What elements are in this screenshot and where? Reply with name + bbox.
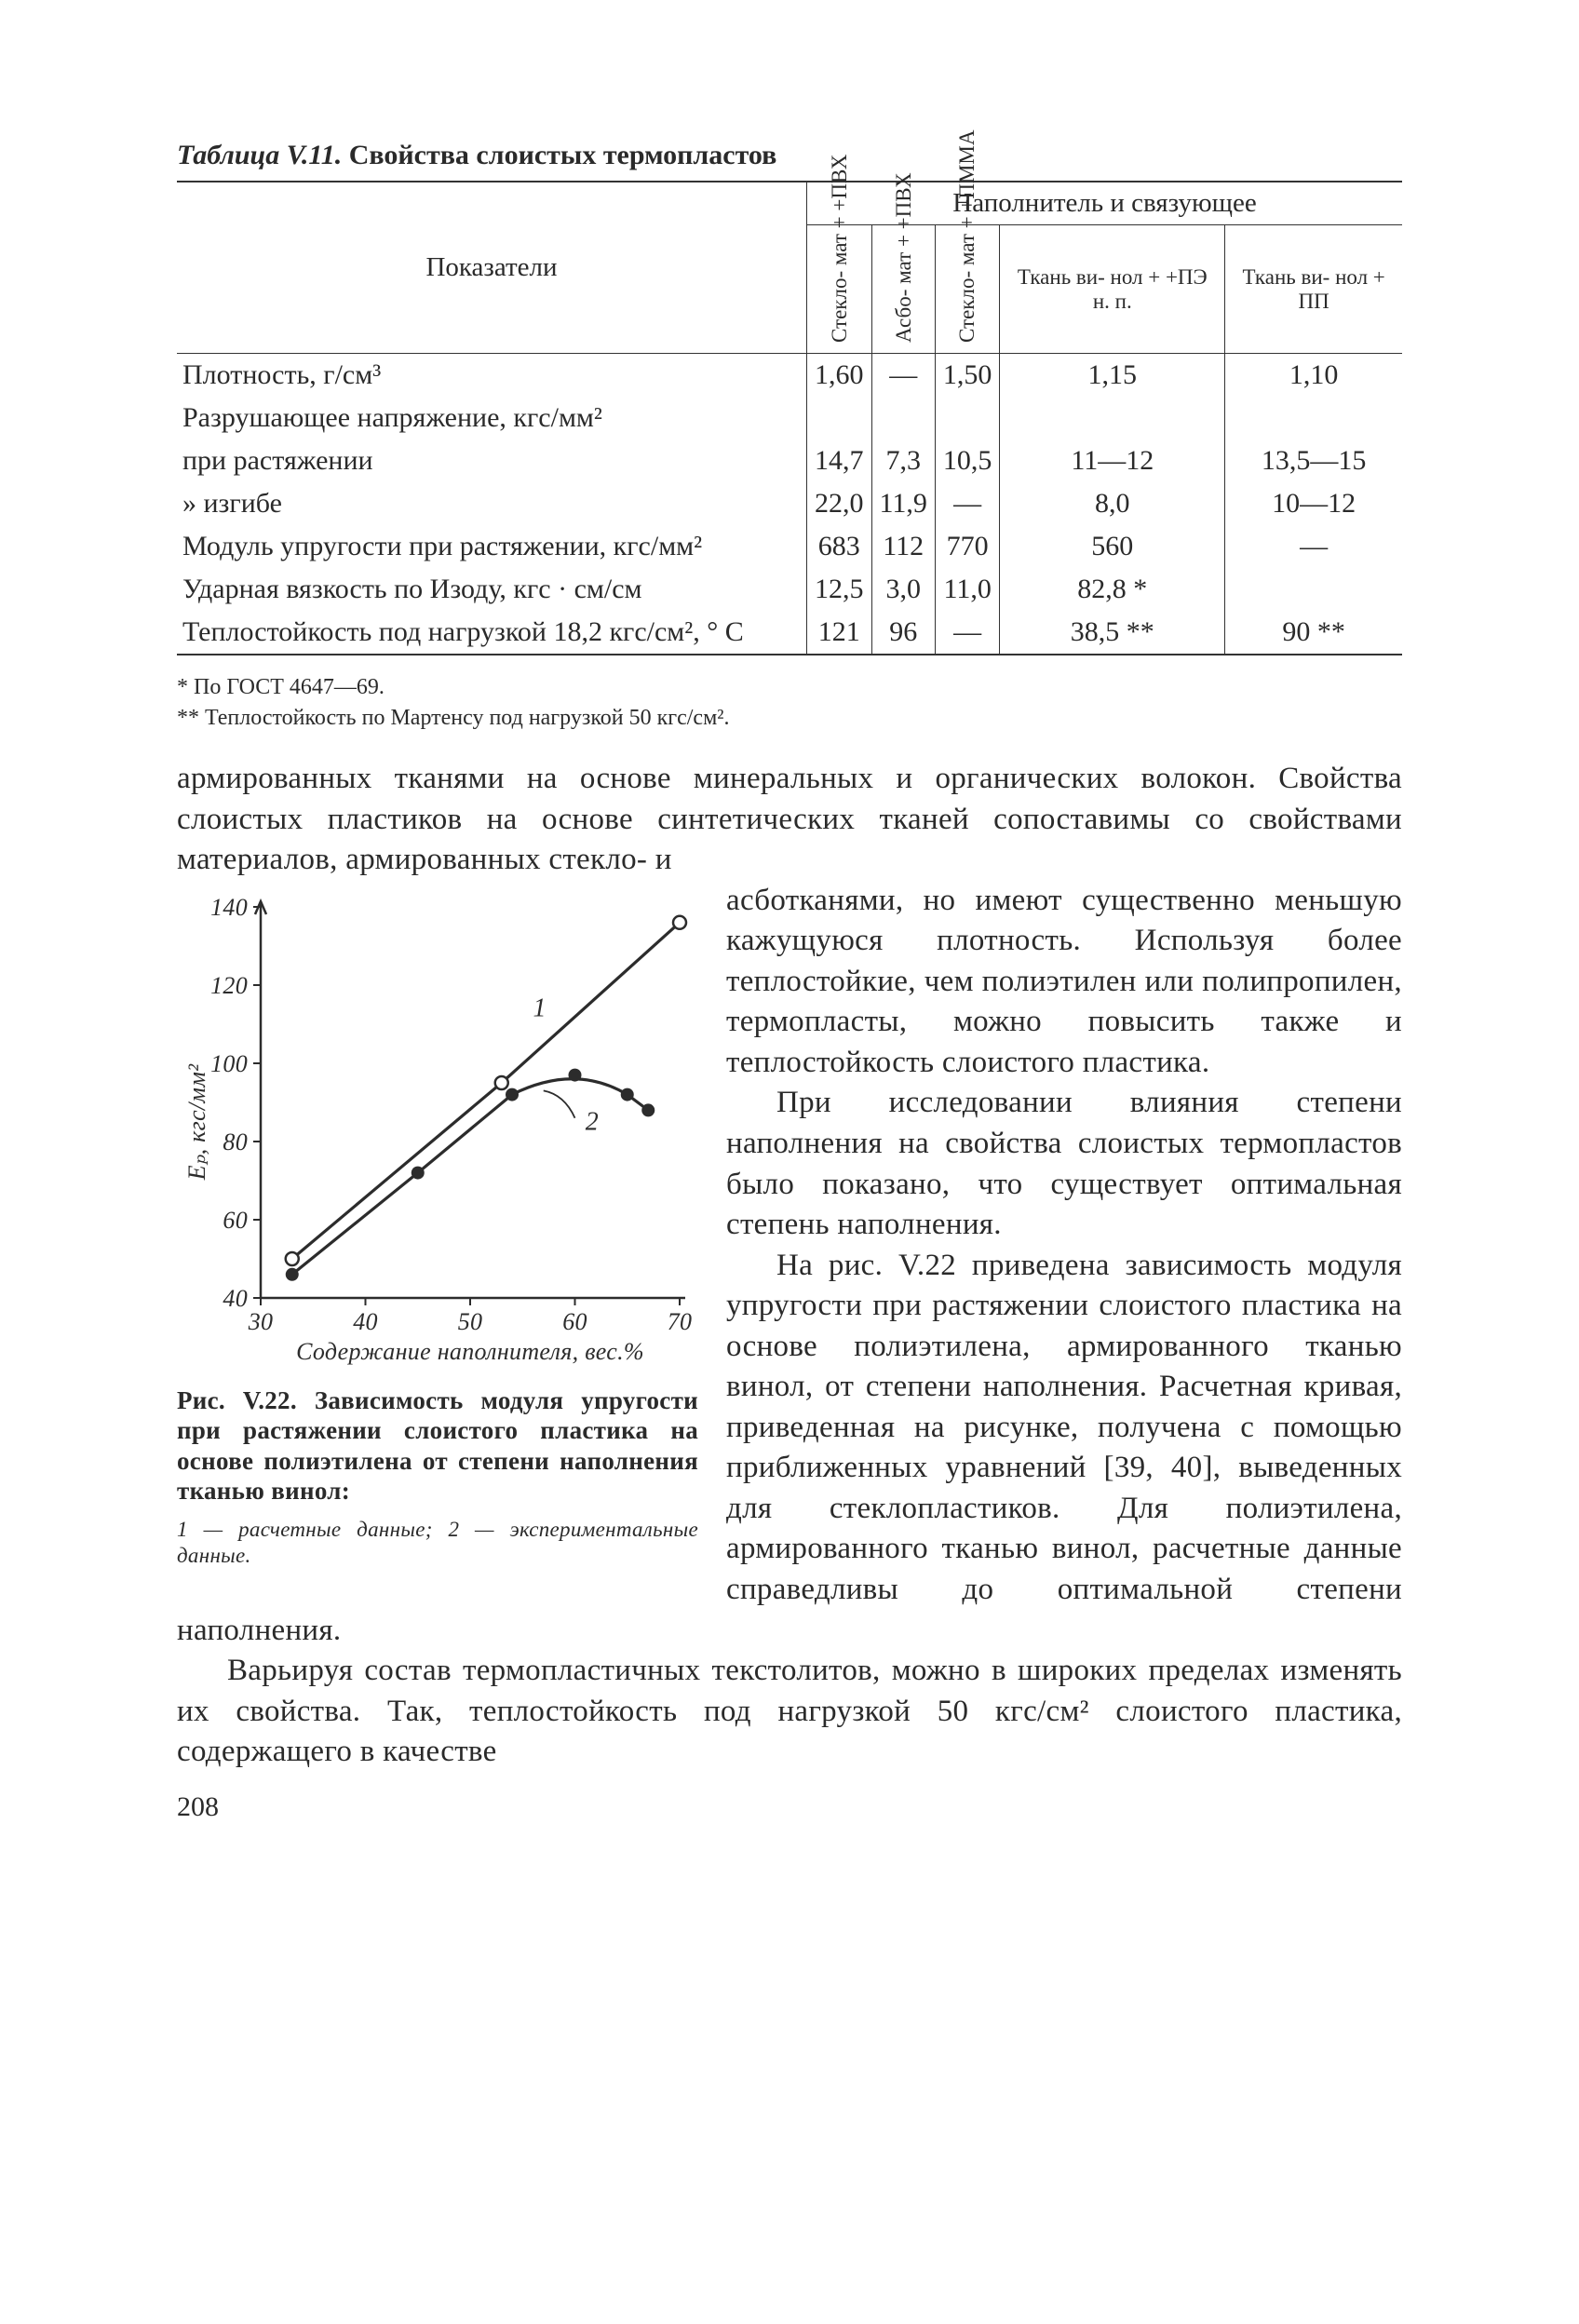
cell: 11,9 (871, 482, 935, 525)
cell: 96 (871, 611, 935, 654)
chart-svg: 4060801001201403040506070Eₚ, кгс/мм²Соде… (177, 888, 698, 1372)
cell (807, 397, 872, 439)
paragraph-4: Варьируя состав термопластичных текстоли… (177, 1651, 1402, 1773)
svg-text:80: 80 (223, 1128, 248, 1155)
cell: 3,0 (871, 568, 935, 611)
cell: 90 ** (1225, 611, 1402, 654)
cell: 14,7 (807, 439, 872, 482)
svg-text:70: 70 (668, 1308, 693, 1335)
cell: 1,50 (935, 354, 1000, 398)
cell: 8,0 (1000, 482, 1225, 525)
cell (1000, 397, 1225, 439)
row-label: Ударная вязкость по Изоду, кгс · см/см (177, 568, 807, 611)
table-footnotes: * По ГОСТ 4647—69. ** Теплостойкость по … (177, 672, 1402, 733)
figure-number: Рис. V.22. (177, 1386, 297, 1414)
svg-text:60: 60 (223, 1207, 248, 1234)
cell: 10,5 (935, 439, 1000, 482)
cell (1225, 568, 1402, 611)
svg-text:30: 30 (248, 1308, 274, 1335)
cell: 1,15 (1000, 354, 1225, 398)
paragraph-1-start: армированных тканями на основе минеральн… (177, 759, 1402, 881)
cell: 13,5—15 (1225, 439, 1402, 482)
cell: — (935, 611, 1000, 654)
cell: — (935, 482, 1000, 525)
table-row: Теплостойкость под нагрузкой 18,2 кгс/см… (177, 611, 1402, 654)
table-caption: Таблица V.11. Свойства слоистых термопла… (177, 140, 1402, 171)
figure-legend: 1 — расчетные данные; 2 — эксперименталь… (177, 1517, 698, 1568)
svg-text:1: 1 (533, 993, 547, 1022)
footnote-2: ** Теплостойкость по Мартенсу под нагруз… (177, 703, 1402, 733)
cell: 22,0 (807, 482, 872, 525)
table-row: при растяжении14,77,310,511—1213,5—15 (177, 439, 1402, 482)
col-3: Стекло- мат + +ПММА (935, 225, 1000, 354)
svg-text:100: 100 (210, 1050, 248, 1077)
cell: 770 (935, 525, 1000, 568)
cell: 10—12 (1225, 482, 1402, 525)
row-label: при растяжении (177, 439, 807, 482)
table-row: » изгибе22,011,9—8,010—12 (177, 482, 1402, 525)
col-4: Ткань ви- нол + +ПЭ н. п. (1000, 225, 1225, 354)
footnote-1: * По ГОСТ 4647—69. (177, 672, 1402, 702)
row-label: Плотность, г/см³ (177, 354, 807, 398)
cell: 560 (1000, 525, 1225, 568)
cell: 1,60 (807, 354, 872, 398)
cell: 38,5 ** (1000, 611, 1225, 654)
svg-text:40: 40 (353, 1308, 378, 1335)
cell (871, 397, 935, 439)
svg-text:Содержание наполнителя, вес.%: Содержание наполнителя, вес.% (296, 1338, 644, 1365)
cell: 11,0 (935, 568, 1000, 611)
row-label: Модуль упругости при растяжении, кгс/мм² (177, 525, 807, 568)
table-row: Модуль упругости при растяжении, кгс/мм²… (177, 525, 1402, 568)
svg-text:40: 40 (223, 1285, 248, 1312)
header-indicators: Показатели (177, 182, 807, 354)
cell: — (871, 354, 935, 398)
cell: — (1225, 525, 1402, 568)
cell: 7,3 (871, 439, 935, 482)
cell: 12,5 (807, 568, 872, 611)
svg-text:140: 140 (210, 894, 248, 921)
cell: 11—12 (1000, 439, 1225, 482)
page-number: 208 (177, 1791, 1402, 1823)
cell: 683 (807, 525, 872, 568)
table-row: Ударная вязкость по Изоду, кгс · см/см12… (177, 568, 1402, 611)
cell (1225, 397, 1402, 439)
table-number: Таблица V.11. (177, 140, 342, 170)
col-2: Асбо- мат + +ПВХ (871, 225, 935, 354)
col-1: Стекло- мат + +ПВХ (807, 225, 872, 354)
cell: 112 (871, 525, 935, 568)
row-label: Теплостойкость под нагрузкой 18,2 кгс/см… (177, 611, 807, 654)
cell: 121 (807, 611, 872, 654)
svg-text:Eₚ, кгс/мм²: Eₚ, кгс/мм² (183, 1063, 210, 1182)
row-label: » изгибе (177, 482, 807, 525)
figure-v22: 4060801001201403040506070Eₚ, кгс/мм²Соде… (177, 888, 698, 1569)
svg-text:50: 50 (458, 1308, 483, 1335)
cell (935, 397, 1000, 439)
cell: 1,10 (1225, 354, 1402, 398)
col-5: Ткань ви- нол + ПП (1225, 225, 1402, 354)
svg-text:2: 2 (586, 1107, 599, 1136)
table-row: Плотность, г/см³1,60—1,501,151,10 (177, 354, 1402, 398)
svg-text:60: 60 (562, 1308, 587, 1335)
properties-table: Показатели Наполнитель и связующее Стекл… (177, 181, 1402, 655)
cell: 82,8 * (1000, 568, 1225, 611)
table-caption-text: Свойства слоистых термопластов (349, 140, 777, 170)
svg-text:120: 120 (210, 972, 248, 999)
row-label: Разрушающее напряжение, кгс/мм² (177, 397, 807, 439)
table-row: Разрушающее напряжение, кгс/мм² (177, 397, 1402, 439)
